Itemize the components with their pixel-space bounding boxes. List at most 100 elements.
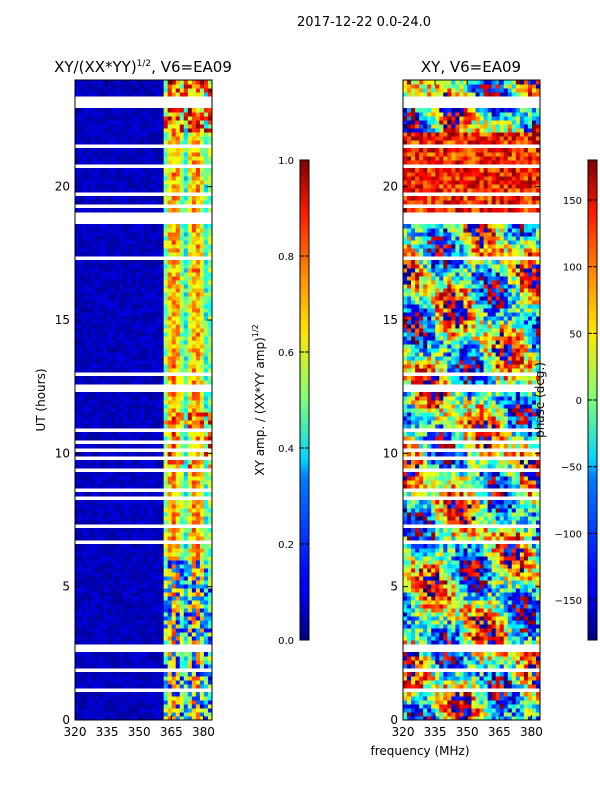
heatmap-cell [167, 120, 173, 125]
heatmap-cell [83, 400, 88, 405]
heatmap-cell [155, 284, 161, 289]
heatmap-cell [175, 700, 181, 705]
heatmap-cell [91, 696, 96, 701]
heatmap-cell [79, 412, 84, 417]
heatmap-cell [115, 380, 120, 385]
heatmap-cell [403, 664, 408, 669]
heatmap-cell [203, 244, 209, 249]
heatmap-cell [111, 544, 116, 549]
heatmap-cell [119, 512, 124, 517]
heatmap-cell [139, 664, 144, 669]
heatmap-cell [87, 124, 92, 129]
heatmap-cell [171, 244, 177, 249]
heatmap-cell [147, 228, 153, 233]
heatmap-cell [199, 288, 205, 293]
heatmap-cell [147, 708, 153, 713]
heatmap-cell [171, 620, 177, 625]
heatmap-cell [103, 676, 108, 681]
heatmap-cell [79, 240, 84, 245]
heatmap-cell [107, 116, 112, 121]
heatmap-cell [87, 712, 92, 717]
heatmap-cell [179, 380, 185, 385]
heatmap-cell [83, 592, 88, 597]
heatmap-cell [123, 696, 128, 701]
heatmap-cell [515, 704, 521, 709]
heatmap-cell [155, 640, 161, 645]
heatmap-cell [159, 504, 165, 509]
heatmap-cell [147, 160, 153, 165]
heatmap-cell [83, 368, 88, 373]
heatmap-cell [451, 696, 456, 701]
heatmap-cell [83, 128, 88, 133]
heatmap-cell [183, 84, 189, 89]
heatmap-cell [95, 348, 100, 353]
heatmap-cell [207, 516, 212, 521]
heatmap-cell [175, 268, 181, 273]
heatmap-cell [103, 228, 108, 233]
heatmap-cell [483, 696, 489, 701]
heatmap-cell [83, 664, 88, 669]
heatmap-cell [167, 596, 173, 601]
heatmap-cell [107, 660, 112, 665]
heatmap-cell [187, 508, 193, 513]
heatmap-cell [139, 108, 144, 113]
heatmap-cell [483, 672, 489, 677]
heatmap-cell [511, 712, 517, 717]
heatmap-cell [135, 112, 140, 117]
heatmap-cell [147, 424, 153, 429]
heatmap-cell [87, 416, 92, 421]
heatmap-cell [143, 464, 149, 469]
heatmap-cell [147, 596, 153, 601]
heatmap-cell [163, 664, 169, 669]
heatmap-cell [167, 368, 173, 373]
heatmap-cell [127, 112, 132, 117]
heatmap-cell [207, 252, 212, 257]
heatmap-cell [147, 580, 153, 585]
heatmap-cell [159, 136, 165, 141]
heatmap-cell [135, 168, 140, 173]
heatmap-cell [167, 224, 173, 229]
heatmap-cell [143, 516, 149, 521]
heatmap-cell [155, 692, 161, 697]
heatmap-cell [87, 548, 92, 553]
heatmap-cell [111, 504, 116, 509]
heatmap-cell [79, 332, 84, 337]
heatmap-cell [179, 340, 185, 345]
heatmap-cell [499, 712, 505, 717]
heatmap-cell [83, 336, 88, 341]
heatmap-cell [179, 424, 185, 429]
heatmap-cell [183, 304, 189, 309]
heatmap-cell [163, 180, 169, 185]
heatmap-cell [107, 320, 112, 325]
heatmap-cell [179, 292, 185, 297]
heatmap-cell [135, 716, 140, 720]
heatmap-cell [75, 120, 80, 125]
heatmap-cell [207, 280, 212, 285]
heatmap-cell [127, 424, 132, 429]
heatmap-cell [99, 272, 104, 277]
heatmap-cell [143, 620, 149, 625]
heatmap-cell [75, 568, 80, 573]
heatmap-cell [203, 564, 209, 569]
heatmap-cell [127, 660, 132, 665]
heatmap-cell [199, 264, 205, 269]
heatmap-cell [127, 636, 132, 641]
heatmap-cell [115, 296, 120, 301]
heatmap-cell [459, 704, 464, 709]
heatmap-cell [115, 332, 120, 337]
heatmap-cell [403, 700, 408, 705]
heatmap-cell [171, 656, 177, 661]
heatmap-cell [191, 700, 197, 705]
heatmap-cell [179, 700, 185, 705]
heatmap-cell [191, 248, 197, 253]
heatmap-cell [87, 148, 92, 153]
heatmap-cell [171, 616, 177, 621]
heatmap-cell [131, 396, 136, 401]
heatmap-cell [207, 328, 212, 333]
heatmap-cell [103, 308, 108, 313]
colorbar-tick-label: 0.6 [278, 348, 294, 359]
heatmap-cell [135, 316, 140, 321]
heatmap-cell [183, 416, 189, 421]
heatmap-cell [183, 624, 189, 629]
heatmap-cell [83, 580, 88, 585]
